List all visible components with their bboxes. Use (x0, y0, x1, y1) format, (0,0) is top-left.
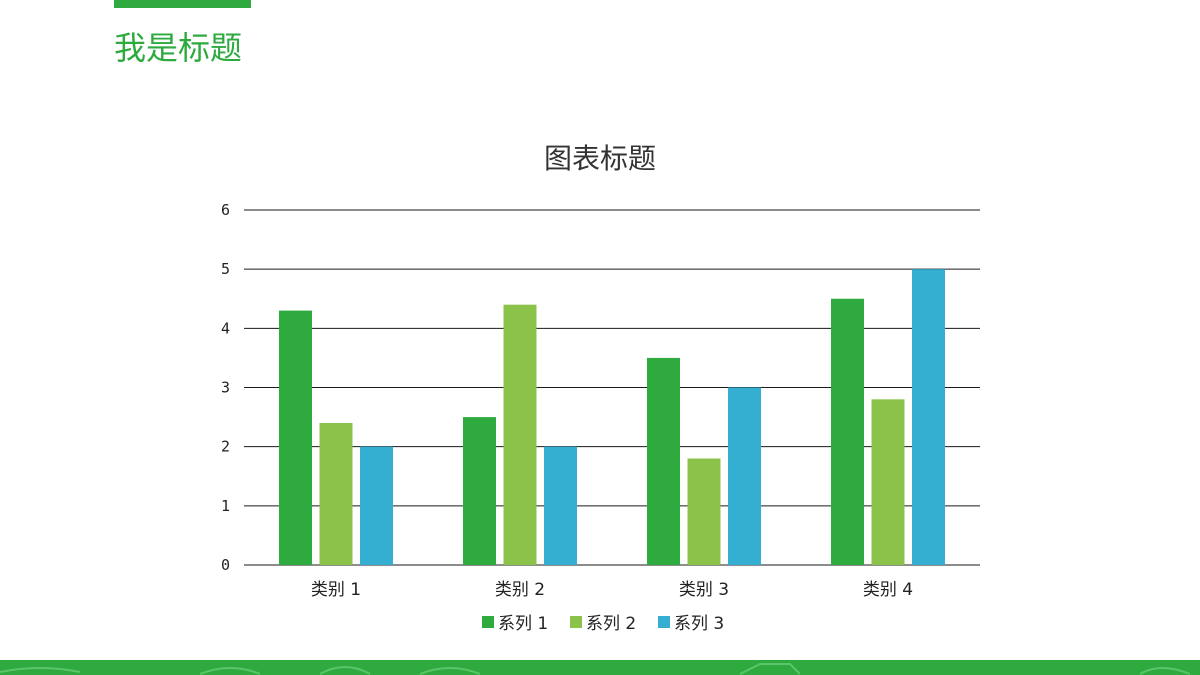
y-tick-label: 4 (221, 319, 230, 337)
y-tick-label: 5 (221, 260, 230, 278)
x-category-label: 类别 1 (311, 580, 361, 600)
legend-label: 系列 2 (586, 614, 636, 634)
legend-swatch (482, 616, 494, 628)
slide-title: 我是标题 (114, 29, 243, 67)
chart-title: 图表标题 (544, 142, 656, 175)
x-category-label: 类别 3 (679, 580, 729, 600)
bar-series-1-category-4 (831, 298, 864, 565)
x-axis-categories: 类别 1 类别 2 类别 3 类别 4 (311, 580, 913, 600)
y-tick-label: 6 (221, 201, 230, 219)
bar-series-2-category-2 (503, 304, 537, 565)
x-category-label: 类别 4 (863, 580, 913, 600)
bar-series-2-category-1 (319, 423, 353, 565)
title-accent-bar (114, 0, 251, 8)
legend-label: 系列 1 (498, 614, 548, 634)
bar-series-2-category-4 (871, 399, 905, 565)
y-tick-label: 0 (221, 556, 230, 574)
x-category-label: 类别 2 (495, 580, 545, 600)
y-tick-label: 2 (221, 438, 230, 456)
bar-series-2-category-3 (687, 458, 721, 565)
bar-series-1-category-3 (647, 357, 680, 565)
bar-series-1-category-2 (463, 417, 496, 565)
y-tick-label: 3 (221, 379, 230, 397)
legend: 系列 1 系列 2 系列 3 (482, 614, 724, 634)
legend-swatch (570, 616, 582, 628)
gridlines (244, 209, 980, 566)
y-axis-ticks: 0 1 2 3 4 5 6 (221, 201, 230, 574)
bars (279, 269, 945, 565)
bar-series-1-category-1 (279, 310, 312, 565)
legend-swatch (658, 616, 670, 628)
bar-series-3-category-2 (544, 446, 577, 565)
bar-series-3-category-3 (728, 387, 761, 565)
bottom-decorative-band (0, 660, 1200, 675)
legend-label: 系列 3 (674, 614, 724, 634)
bar-series-3-category-4 (912, 269, 945, 565)
bar-series-3-category-1 (360, 446, 393, 565)
y-tick-label: 1 (221, 497, 230, 515)
band-pattern (0, 663, 1191, 675)
